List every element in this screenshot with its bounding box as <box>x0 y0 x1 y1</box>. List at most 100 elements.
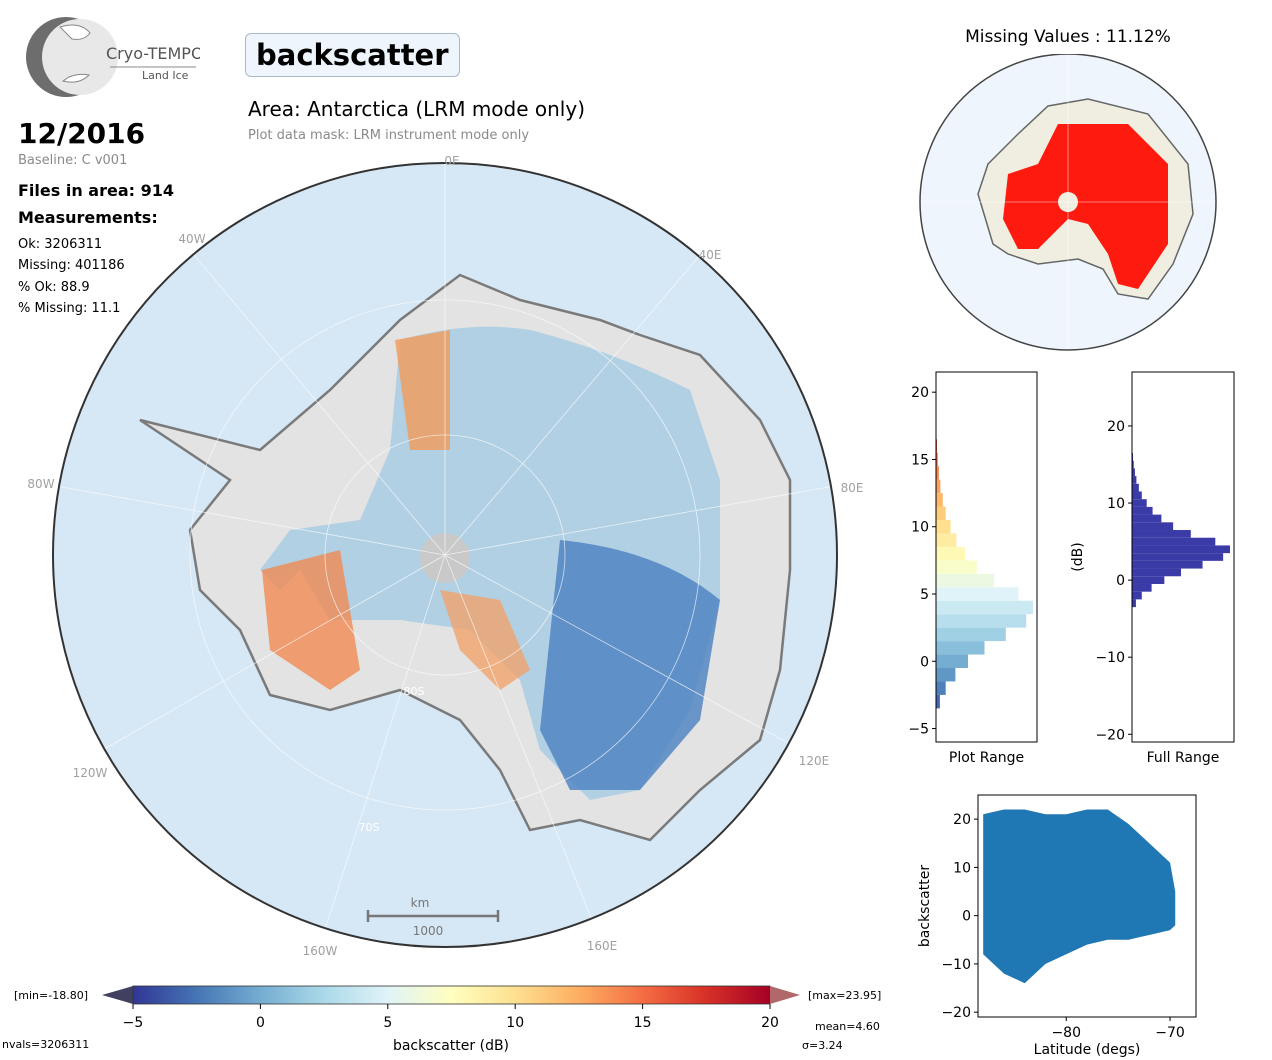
graticule <box>54 164 836 946</box>
histogram-bar <box>1132 530 1191 538</box>
parameter-title: backscatter <box>245 33 460 77</box>
baseline-label: Baseline: C v001 <box>18 153 128 168</box>
histogram-tick-label: 10 <box>911 520 929 536</box>
histogram-bar <box>1132 583 1152 592</box>
histogram-bar <box>1132 560 1203 569</box>
colorbar-label: backscatter (dB) <box>393 1038 509 1054</box>
files-label: Files in area: 914 <box>18 181 174 200</box>
histogram-bar <box>1132 553 1224 561</box>
scatter-xlabel: Latitude (degs) <box>1034 1042 1141 1058</box>
histogram-bar <box>936 600 1033 615</box>
stat-ok: Ok: 3206311 <box>18 237 103 252</box>
stat-pct-missing: % Missing: 11.1 <box>18 301 121 316</box>
histogram-bar <box>1132 483 1139 492</box>
scatter-xtick-label: −80 <box>1051 1025 1081 1041</box>
histogram-bar <box>936 654 969 668</box>
lon-label: 160W <box>303 944 338 958</box>
stat-pct-ok: % Ok: 88.9 <box>18 280 90 295</box>
scatter-ytick-label: 10 <box>953 860 971 876</box>
mean-label: mean=4.60 <box>815 1020 880 1033</box>
lon-label: 40W <box>178 232 205 246</box>
lon-label: 80W <box>27 477 54 491</box>
nvals-label: nvals=3206311 <box>2 1038 89 1051</box>
histogram-xlabel: Full Range <box>1147 750 1220 766</box>
scatter-ylabel: backscatter <box>917 865 933 947</box>
colorbar-tick-label: −5 <box>123 1015 144 1031</box>
histogram-bar <box>1132 506 1153 515</box>
histogram-tick-label: 20 <box>911 385 929 401</box>
histogram-tick-label: 5 <box>920 587 929 603</box>
scatter-ytick-label: 0 <box>962 909 971 925</box>
histogram-bar <box>936 668 956 682</box>
histogram-tick-label: −5 <box>908 722 929 738</box>
histogram-tick-label: 20 <box>1107 419 1125 435</box>
colorbar-tick-label: 5 <box>383 1015 392 1031</box>
histogram-bar <box>936 614 1027 628</box>
cryo-tempo-logo: Cryo-TEMPO Land Ice <box>26 17 200 97</box>
histogram-bar <box>1132 468 1135 477</box>
colorbar: [min=-18.80] [max=23.95] −5 0 5 10 15 20 back… <box>2 985 881 1054</box>
scatter-ytick-label: −20 <box>941 1005 971 1021</box>
colorbar-tick-label: 10 <box>506 1015 524 1031</box>
histogram-bar <box>1132 476 1137 484</box>
histogram-bar <box>936 573 995 588</box>
colorbar-tick-label: 0 <box>256 1015 265 1031</box>
inset-valid-data <box>1003 124 1168 289</box>
histogram-xlabel: Plot Range <box>949 750 1024 766</box>
date-label: 12/2016 <box>18 117 146 150</box>
missing-values-map <box>919 54 1217 351</box>
histogram-bar <box>1132 599 1136 608</box>
histogram-tick-label: −20 <box>1095 727 1125 743</box>
colorbar-tick-label: 15 <box>634 1015 652 1031</box>
histogram-bar <box>936 452 938 467</box>
histogram-bar <box>936 560 977 574</box>
histogram-frame <box>1131 371 1235 743</box>
high-backscatter-region-north <box>395 330 450 450</box>
lon-label: 120W <box>73 766 108 780</box>
colorbar-max-extend <box>770 986 800 1004</box>
scatter-frame <box>977 794 1197 1018</box>
high-backscatter-region-center <box>440 590 530 690</box>
inset-graticule <box>921 55 1215 349</box>
histogram-bar <box>936 533 957 547</box>
histogram-ylabel: (dB) <box>1070 542 1086 571</box>
histogram-bar <box>936 479 941 494</box>
low-backscatter-region <box>540 540 720 790</box>
scalebar-value: 1000 <box>413 924 444 938</box>
histogram-bar <box>936 694 940 709</box>
area-label: Area: Antarctica (LRM mode only) <box>248 97 586 121</box>
histogram-tick-label: 0 <box>1116 573 1125 589</box>
logo-subtitle: Land Ice <box>142 69 189 82</box>
logo-name: Cryo-TEMPO <box>106 44 200 63</box>
histogram-bar <box>936 627 1006 642</box>
colorbar-tick-label: 20 <box>761 1015 779 1031</box>
scalebar <box>366 910 500 922</box>
histogram-bar <box>1132 568 1181 577</box>
measurements-heading: Measurements: <box>18 208 158 227</box>
histogram-tick-label: −10 <box>1095 650 1125 666</box>
histogram-bar <box>936 506 946 520</box>
histogram-bar <box>1132 537 1216 546</box>
histogram-tick-label: 15 <box>911 452 929 468</box>
histogram-bar <box>1132 499 1147 507</box>
histogram-frame <box>935 371 1038 743</box>
histogram-bar <box>936 546 966 561</box>
histogram-bar <box>1132 460 1134 469</box>
histogram-bar <box>1132 491 1142 500</box>
lat-label: 80S <box>404 685 425 698</box>
lon-label: 0E <box>444 154 459 168</box>
histogram-bar <box>1132 591 1142 600</box>
colorbar-min-label: [min=-18.80] <box>14 989 88 1002</box>
histogram-bar <box>1132 522 1174 531</box>
colorbar-gradient <box>132 985 771 1005</box>
pole-hole <box>420 533 470 583</box>
colorbar-max-label: [max=23.95] <box>808 989 881 1002</box>
high-backscatter-region-west <box>262 550 360 690</box>
histogram-bar <box>1132 514 1162 523</box>
lon-label: 160E <box>587 939 618 953</box>
colorbar-min-extend <box>102 986 133 1004</box>
histogram-bar <box>936 587 1019 601</box>
histogram-bar <box>936 681 946 695</box>
scatter-xtick-label: −70 <box>1155 1025 1185 1041</box>
full-range-histogram: −20 −10 0 10 20 Full Range (dB) <box>1070 371 1235 766</box>
